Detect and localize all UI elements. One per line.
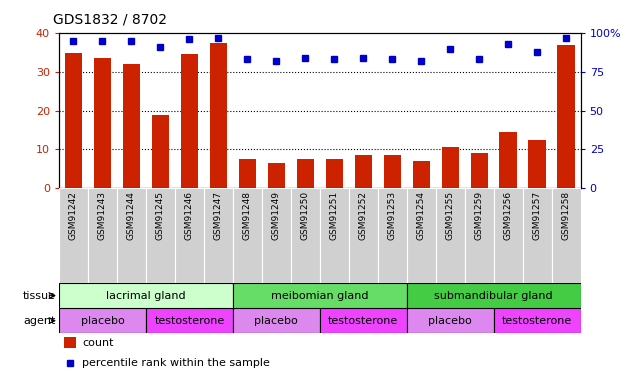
Bar (325, 159, 343, 188)
Bar (471, 153, 488, 188)
Bar (238, 159, 256, 188)
Bar (59, 188, 88, 283)
Text: GSM91247: GSM91247 (214, 191, 223, 240)
Text: placebo: placebo (81, 316, 124, 326)
Bar (465, 188, 494, 283)
Bar (442, 147, 459, 188)
Bar (152, 114, 169, 188)
Text: testosterone: testosterone (502, 316, 573, 326)
Text: GSM91254: GSM91254 (417, 191, 426, 240)
Text: placebo: placebo (255, 316, 298, 326)
Text: testosterone: testosterone (154, 316, 225, 326)
Bar (88, 188, 117, 283)
Bar (551, 188, 581, 283)
Text: count: count (83, 338, 114, 348)
Bar (175, 188, 204, 283)
Bar (64, 337, 76, 348)
Text: GDS1832 / 8702: GDS1832 / 8702 (53, 12, 167, 27)
Bar (65, 53, 82, 188)
Bar (291, 188, 320, 283)
Text: GSM91246: GSM91246 (185, 191, 194, 240)
Text: GSM91244: GSM91244 (127, 191, 136, 240)
Bar (204, 188, 233, 283)
Bar (378, 188, 407, 283)
Text: GSM91248: GSM91248 (243, 191, 252, 240)
Bar (233, 283, 407, 308)
Bar (407, 188, 436, 283)
Text: GSM91256: GSM91256 (504, 191, 513, 240)
Text: GSM91258: GSM91258 (561, 191, 571, 240)
Bar (59, 283, 233, 308)
Bar (528, 140, 546, 188)
Bar (320, 308, 407, 333)
Text: percentile rank within the sample: percentile rank within the sample (83, 358, 270, 368)
Bar (407, 308, 494, 333)
Text: GSM91242: GSM91242 (69, 191, 78, 240)
Bar (94, 58, 111, 188)
Text: tissue: tissue (23, 291, 56, 301)
Text: GSM91249: GSM91249 (272, 191, 281, 240)
Bar (494, 308, 581, 333)
Bar (494, 188, 523, 283)
Bar (436, 188, 465, 283)
Bar (233, 188, 262, 283)
Bar (523, 188, 551, 283)
Text: placebo: placebo (428, 316, 472, 326)
Bar (297, 159, 314, 188)
Bar (181, 54, 198, 188)
Text: GSM91243: GSM91243 (98, 191, 107, 240)
Bar (210, 43, 227, 188)
Bar (558, 45, 575, 188)
Text: GSM91255: GSM91255 (446, 191, 455, 240)
Bar (268, 163, 285, 188)
Text: lacrimal gland: lacrimal gland (106, 291, 186, 301)
Text: submandibular gland: submandibular gland (434, 291, 553, 301)
Bar (384, 155, 401, 188)
Text: GSM91259: GSM91259 (474, 191, 484, 240)
Bar (146, 188, 175, 283)
Bar (499, 132, 517, 188)
Text: GSM91251: GSM91251 (330, 191, 339, 240)
Text: GSM91253: GSM91253 (388, 191, 397, 240)
Text: agent: agent (24, 316, 56, 326)
Bar (349, 188, 378, 283)
Bar (123, 64, 140, 188)
Text: GSM91250: GSM91250 (301, 191, 310, 240)
Bar (412, 161, 430, 188)
Text: meibomian gland: meibomian gland (271, 291, 369, 301)
Text: testosterone: testosterone (328, 316, 399, 326)
Text: GSM91252: GSM91252 (359, 191, 368, 240)
Bar (117, 188, 146, 283)
Text: GSM91245: GSM91245 (156, 191, 165, 240)
Bar (320, 188, 349, 283)
Bar (355, 155, 372, 188)
Bar (262, 188, 291, 283)
Bar (233, 308, 320, 333)
Text: GSM91257: GSM91257 (533, 191, 542, 240)
Bar (59, 308, 146, 333)
Bar (407, 283, 581, 308)
Bar (146, 308, 233, 333)
